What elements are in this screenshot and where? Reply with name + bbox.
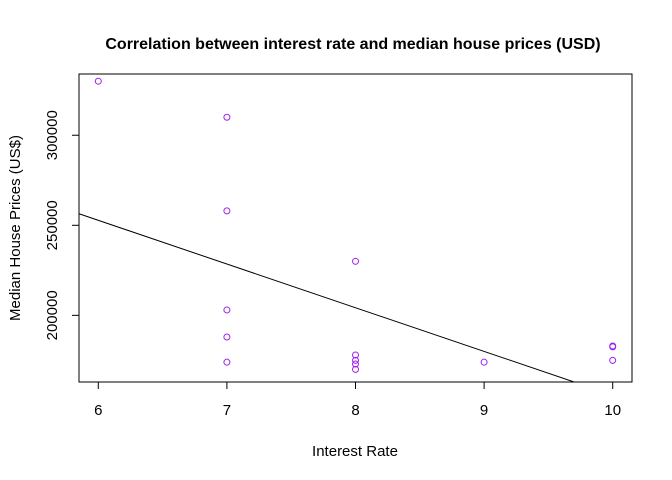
y-axis-label: Median House Prices (US$) [7,135,24,321]
x-tick-label: 9 [480,402,488,419]
scatter-point [352,365,359,373]
plot-area [78,73,633,383]
scatter-point [352,257,359,265]
chart-title: Correlation between interest rate and me… [105,36,600,53]
points-layer [94,77,617,373]
x-axis-label: Interest Rate [312,443,398,460]
scatter-point [352,351,359,359]
scatter-point [94,77,102,85]
scatter-point [609,343,617,351]
scatter-point [609,356,617,364]
scatter-point [223,333,231,341]
x-tick-label: 7 [223,402,231,419]
y-axis: 200000 250000 300000 [44,110,80,340]
x-tick-label: 8 [351,402,359,419]
regression-line [78,213,575,383]
scatter-point [480,358,488,366]
x-axis: 6 7 8 9 10 [94,381,621,419]
y-tick-label: 200000 [44,290,61,340]
scatter-point [223,306,231,314]
scatter-point [223,358,231,366]
x-tick-label: 10 [604,402,621,419]
scatter-point [352,360,359,368]
x-tick-label: 6 [94,402,102,419]
scatter-point [223,113,231,121]
y-tick-label: 300000 [44,110,61,160]
scatter-point [352,356,359,364]
scatter-point [223,207,231,215]
y-tick-label: 250000 [44,200,61,250]
